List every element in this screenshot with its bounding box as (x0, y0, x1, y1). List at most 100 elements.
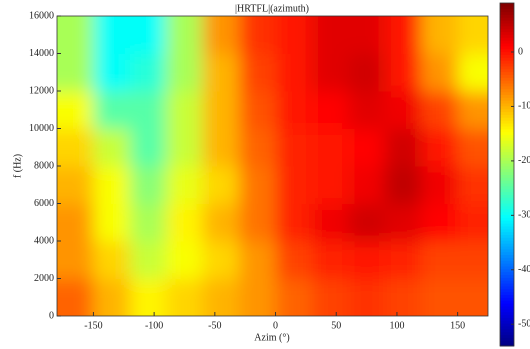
colorbar-step (500, 143, 514, 147)
colorbar-step (500, 17, 514, 21)
colorbar-step (500, 325, 514, 330)
heatmap-cell (311, 128, 349, 167)
heatmap-cell (384, 166, 422, 204)
heatmap-cell (202, 241, 240, 279)
y-tick-label: 2000 (34, 273, 54, 284)
heatmap-cell (275, 128, 313, 167)
heatmap-cell (166, 278, 204, 316)
heatmap-cell (202, 128, 240, 167)
heatmap-cell (421, 128, 459, 167)
colorbar-step (500, 37, 514, 41)
heatmap-cell (457, 53, 488, 92)
heatmap-cell (348, 203, 386, 242)
colorbar-step (500, 237, 514, 241)
colorbar-frame (499, 2, 515, 347)
x-tick-label: 0 (273, 320, 278, 331)
colorbar-step (500, 154, 514, 158)
colorbar-step (500, 40, 514, 44)
colorbar-step (500, 274, 514, 278)
colorbar-step (500, 60, 514, 64)
colorbar-step (500, 228, 514, 233)
colorbar-step (500, 168, 514, 173)
heatmap-cell (57, 91, 94, 129)
x-tick-label: 150 (450, 320, 465, 331)
heatmap-cell (457, 91, 488, 129)
colorbar-step (500, 43, 514, 47)
heatmap-cell (384, 203, 422, 242)
colorbar-step (500, 125, 514, 130)
colorbar-step (500, 177, 514, 181)
colorbar-step (500, 25, 514, 30)
heatmap-cell (421, 91, 459, 129)
chart-title: |HRTFL|(azimuth) (235, 3, 309, 14)
colorbar-step (500, 220, 514, 224)
y-tick-label: 0 (49, 310, 54, 321)
heatmap-cell (275, 241, 313, 279)
colorbar-step (500, 68, 514, 73)
heatmap-cell (129, 16, 167, 54)
colorbar-step (500, 188, 514, 193)
colorbar-step (500, 103, 514, 107)
heatmap-cell (421, 203, 459, 242)
colorbar-step (500, 165, 514, 170)
colorbar-step (500, 277, 514, 281)
heatmap-cell (421, 278, 459, 316)
colorbar-step (500, 211, 514, 216)
heatmap-cell (57, 241, 94, 279)
heatmap-cell (311, 16, 349, 54)
heatmap-cell (239, 53, 277, 92)
colorbar-step (500, 271, 514, 276)
heatmap-cell (239, 203, 277, 242)
heatmap-cell (57, 128, 94, 167)
colorbar-step (500, 285, 514, 290)
colorbar-step (500, 63, 514, 67)
colorbar-step (500, 337, 514, 341)
colorbar-step (500, 148, 514, 153)
colorbar-step (500, 105, 514, 110)
colorbar-tick-label: -40 (518, 264, 530, 275)
colorbar-step (500, 83, 514, 87)
heatmap-cell (311, 166, 349, 204)
colorbar-step (500, 151, 514, 155)
heatmap-cell (239, 166, 277, 204)
heatmap-cell (384, 128, 422, 167)
colorbar-step (500, 48, 514, 53)
colorbar-step (500, 208, 514, 213)
colorbar-step (500, 251, 514, 256)
heatmap-cell (57, 166, 94, 204)
heatmap-cell (348, 16, 386, 54)
heatmap-cell (384, 241, 422, 279)
colorbar-tick-label: -30 (518, 210, 530, 221)
heatmap-cell (457, 128, 488, 167)
colorbar-step (500, 328, 514, 333)
colorbar-step (500, 300, 514, 304)
heatmap-cell (384, 53, 422, 92)
colorbar-step (500, 294, 514, 298)
heatmap-cell (202, 91, 240, 129)
colorbar-step (500, 280, 514, 284)
y-tick-label: 14000 (29, 48, 54, 59)
y-tick-label: 12000 (29, 85, 54, 96)
heatmap-cell (421, 241, 459, 279)
colorbar-step (500, 171, 514, 175)
colorbar-step (500, 317, 514, 321)
heatmap-cell (421, 53, 459, 92)
colorbar-step (500, 11, 514, 15)
heatmap-cell (93, 278, 131, 316)
heatmap-cell (166, 166, 204, 204)
colorbar-step (500, 311, 514, 316)
colorbar-step (500, 217, 514, 221)
colorbar-step (500, 194, 514, 198)
colorbar-step (500, 8, 514, 13)
heatmap-cell (311, 53, 349, 92)
colorbar-step (500, 28, 514, 33)
heatmap-cell (129, 91, 167, 129)
colorbar-step (500, 305, 514, 310)
colorbar-step (500, 303, 514, 307)
heatmap-cell (348, 91, 386, 129)
colorbar-step (500, 117, 514, 121)
colorbar-step (500, 111, 514, 115)
heatmap-cell (129, 53, 167, 92)
colorbar-step (500, 283, 514, 287)
